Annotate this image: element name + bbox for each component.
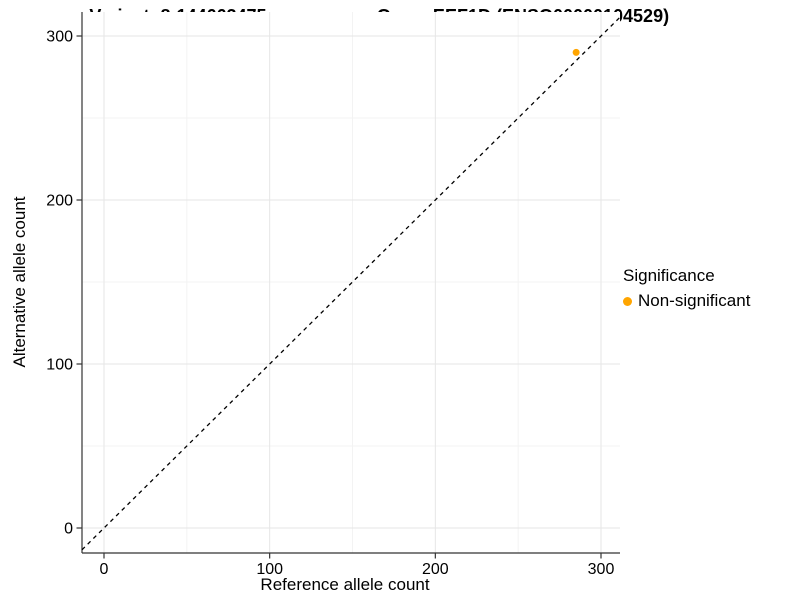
legend: Significance Non-significant bbox=[623, 266, 750, 311]
y-axis-title: Alternative allele count bbox=[10, 196, 29, 368]
x-tick-label: 200 bbox=[422, 561, 449, 578]
x-tick-label: 100 bbox=[256, 561, 283, 578]
data-point bbox=[572, 48, 580, 56]
legend-item: Non-significant bbox=[623, 291, 750, 311]
y-tick-label: 200 bbox=[46, 193, 73, 210]
x-axis-title: Reference allele count bbox=[260, 575, 430, 594]
identity-line bbox=[81, 16, 621, 551]
legend-title: Significance bbox=[623, 266, 715, 285]
x-tick-label: 0 bbox=[100, 561, 109, 578]
x-tick-label: 300 bbox=[588, 561, 615, 578]
y-tick-label: 300 bbox=[46, 29, 73, 46]
legend-item-label: Non-significant bbox=[638, 291, 751, 310]
legend-point-icon bbox=[623, 296, 632, 306]
y-tick-label: 100 bbox=[46, 357, 73, 374]
y-tick-label: 0 bbox=[64, 521, 73, 538]
